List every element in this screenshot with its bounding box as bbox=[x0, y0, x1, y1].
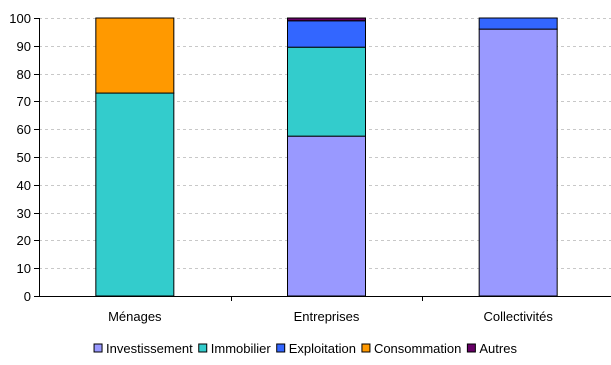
y-tick-label: 100 bbox=[9, 11, 31, 26]
legend-swatch bbox=[276, 343, 286, 353]
y-tick-label: 50 bbox=[17, 150, 31, 165]
y-tick-label: 80 bbox=[17, 67, 31, 82]
y-tick-label: 40 bbox=[17, 178, 31, 193]
axes bbox=[34, 18, 611, 301]
y-tick-label: 60 bbox=[17, 122, 31, 137]
bar-segment-immobilier bbox=[287, 46, 366, 137]
y-tick-label: 20 bbox=[17, 233, 31, 248]
y-tick-labels: 0 10 20 30 40 50 60 70 80 90 100 bbox=[9, 11, 31, 304]
bar-segment-investissement bbox=[478, 28, 558, 297]
legend: Investissement Immobilier Exploitation Cons… bbox=[93, 341, 517, 356]
x-tick-label: Ménages bbox=[108, 309, 162, 324]
y-tick-label: 10 bbox=[17, 261, 31, 276]
legend-swatch bbox=[93, 343, 103, 353]
x-tick-label: Collectivités bbox=[483, 309, 553, 324]
legend-item-exploitation: Exploitation bbox=[276, 341, 356, 356]
legend-swatch bbox=[198, 343, 208, 353]
bar-segment-autres bbox=[287, 17, 366, 22]
legend-label: Investissement bbox=[106, 341, 193, 356]
bar-segment-immobilier bbox=[95, 92, 175, 297]
bar-segment-investissement bbox=[287, 135, 366, 297]
legend-item-autres: Autres bbox=[466, 341, 517, 356]
bars bbox=[95, 17, 558, 297]
legend-label: Consommation bbox=[374, 341, 461, 356]
legend-swatch bbox=[466, 343, 476, 353]
legend-swatch bbox=[361, 343, 371, 353]
bar-segment-exploitation bbox=[287, 20, 366, 48]
legend-label: Immobilier bbox=[211, 341, 272, 356]
y-tick-label: 0 bbox=[24, 289, 31, 304]
legend-item-investissement: Investissement bbox=[93, 341, 193, 356]
y-tick-label: 90 bbox=[17, 39, 31, 54]
y-tick-label: 70 bbox=[17, 94, 31, 109]
x-tick-label: Entreprises bbox=[294, 309, 360, 324]
x-tick-labels: Ménages Entreprises Collectivités bbox=[108, 309, 553, 324]
legend-item-consommation: Consommation bbox=[361, 341, 461, 356]
legend-label: Autres bbox=[479, 341, 517, 356]
bar-segment-exploitation bbox=[478, 17, 558, 30]
bar-segment-consommation bbox=[95, 17, 175, 94]
y-tick-label: 30 bbox=[17, 206, 31, 221]
legend-item-immobilier: Immobilier bbox=[198, 341, 272, 356]
legend-label: Exploitation bbox=[289, 341, 356, 356]
